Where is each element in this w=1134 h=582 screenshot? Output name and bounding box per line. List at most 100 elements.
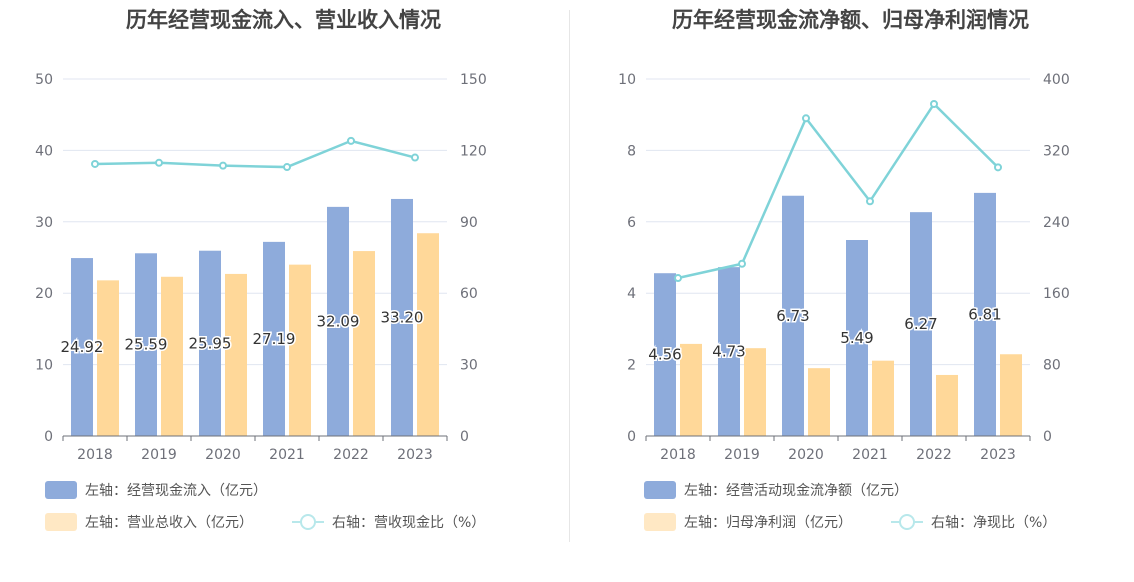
right-ratio-point-2021 [866,197,874,206]
left-legend-swatch-cash-inflow [45,481,77,499]
right-y-left-tick-label: 8 [627,143,636,159]
left-y-left-tick-label: 0 [44,429,53,445]
right-data-label-2020: 6.73 [776,307,809,325]
left-ratio-point-2019 [155,158,163,167]
right-y-right-tick-label: 0 [1043,429,1052,445]
left-y-right-tick-label: 150 [460,72,487,88]
left-bar-2018-primary [71,258,93,436]
right-legend-item-net-profit[interactable]: 左轴：归母净利润（亿元） [644,512,852,532]
left-x-tick-label: 2022 [333,447,369,463]
left-bar-2019-primary [135,253,157,436]
right-data-label-2019: 4.73 [712,343,745,361]
left-chart-panel: 历年经营现金流入、营业收入情况 0 0 10 30 20 60 30 90 40 120 50 150… [35,8,487,532]
left-ratio-point-2020 [219,161,227,170]
right-legend-label-net-profit: 左轴：归母净利润（亿元） [684,515,852,531]
left-x-tick-label: 2019 [141,447,177,463]
left-legend-label-cash-inflow: 左轴：经营现金流入（亿元） [85,483,267,499]
left-chart-plot: 0 0 10 30 20 60 30 90 40 120 50 150 2018 2019 2020 2021… [35,72,487,463]
left-bar-2021-primary [263,241,285,436]
left-legend-item-ratio[interactable]: 右轴：营收现金比（%） [292,512,485,532]
right-bar-2023-primary [974,192,996,436]
right-legend-item-net-cash-flow[interactable]: 左轴：经营活动现金流净额（亿元） [644,480,908,500]
left-y-right-tick-label: 30 [460,358,478,374]
right-ratio-point-2020 [802,114,810,123]
right-bar-2018-secondary [680,343,702,436]
left-legend-label-revenue: 左轴：营业总收入（亿元） [85,515,253,531]
panel-divider [569,10,570,542]
left-x-tick-label: 2021 [269,447,305,463]
right-x-tick-label: 2022 [916,447,952,463]
left-x-tick-label: 2023 [397,447,433,463]
right-ratio-point-2019 [738,259,746,268]
right-x-tick-label: 2019 [724,447,760,463]
left-data-label-2022: 32.09 [317,312,360,330]
right-bar-2020-secondary [808,368,830,436]
right-x-tick-label: 2018 [660,447,696,463]
left-bar-2022-secondary [353,251,375,436]
left-y-left-tick-label: 40 [35,143,53,159]
left-legend-swatch-revenue [45,513,77,531]
left-y-left-tick-label: 10 [35,358,53,374]
right-chart-panel: 历年经营现金流净额、归母净利润情况 0 0 2 80 4 160 6 240 8 320 10 400… [567,0,1134,582]
left-legend-item-revenue[interactable]: 左轴：营业总收入（亿元） [45,512,253,532]
right-ratio-line [677,102,999,280]
right-x-tick-label: 2023 [980,447,1016,463]
left-bar-2020-secondary [225,273,247,436]
left-data-label-2023: 33.20 [381,308,424,326]
left-bar-2023-secondary [417,233,439,436]
right-y-left-tick-label: 4 [627,286,636,302]
left-chart-title: 历年经营现金流入、营业收入情况 [126,8,441,32]
left-bar-2023-primary [391,198,413,436]
left-ratio-point-2022 [347,136,355,145]
left-bar-2018-secondary [97,280,119,436]
right-y-left-tick-label: 0 [627,429,636,445]
right-bar-2022-secondary [936,374,958,436]
left-data-label-2019: 25.59 [125,336,168,354]
left-bar-2020-primary [199,250,221,436]
left-ratio-line [94,139,416,169]
right-bar-2019-secondary [744,348,766,436]
left-bar-2019-secondary [161,276,183,436]
right-y-left-tick-label: 2 [627,358,636,374]
left-ratio-point-2018 [91,159,99,168]
left-y-left-tick-label: 50 [35,72,53,88]
right-bar-2023-secondary [1000,354,1022,436]
left-y-right-tick-label: 60 [460,286,478,302]
left-legend-item-cash-inflow[interactable]: 左轴：经营现金流入（亿元） [45,480,267,500]
right-bar-2021-secondary [872,360,894,436]
left-x-tick-label: 2018 [77,447,113,463]
left-y-right-tick-label: 90 [460,215,478,231]
right-x-tick-label: 2020 [788,447,824,463]
right-data-label-2022: 6.27 [904,315,937,333]
right-y-right-tick-label: 320 [1043,143,1070,159]
right-x-tick-label: 2021 [852,447,888,463]
right-legend-swatch-net-cash-flow [644,481,676,499]
right-legend-line-icon [891,512,923,532]
right-data-label-2023: 6.81 [968,305,1001,323]
right-data-label-2021: 5.49 [840,329,873,347]
right-y-right-tick-label: 160 [1043,286,1070,302]
right-bar-2018-primary [654,273,676,436]
right-chart-plot: 0 0 2 80 4 160 6 240 8 320 10 400 2018 2019 2020 2021 20… [618,72,1070,463]
right-ratio-point-2022 [930,99,938,108]
left-y-right-tick-label: 0 [460,429,469,445]
right-y-left-tick-label: 10 [618,72,636,88]
left-x-tick-label: 2020 [205,447,241,463]
right-legend-item-ratio[interactable]: 右轴：净现比（%） [891,512,1056,532]
left-legend-line-icon [292,512,324,532]
right-ratio-point-2023 [994,163,1002,172]
left-ratio-point-2021 [283,163,291,172]
left-legend-label-ratio: 右轴：营收现金比（%） [332,515,486,531]
right-y-right-tick-label: 400 [1043,72,1070,88]
left-bar-2022-primary [327,206,349,436]
right-bar-2020-primary [782,195,804,436]
right-y-right-tick-label: 240 [1043,215,1070,231]
right-chart-title: 历年经营现金流净额、归母净利润情况 [672,8,1029,32]
right-legend-label-net-cash-flow: 左轴：经营活动现金流净额（亿元） [684,483,908,499]
right-data-label-2018: 4.56 [648,346,681,364]
left-data-label-2018: 24.92 [61,338,104,356]
left-ratio-point-2023 [411,153,419,162]
right-legend-label-ratio: 右轴：净现比（%） [931,515,1057,531]
left-data-label-2020: 25.95 [189,334,232,352]
left-data-label-2021: 27.19 [253,330,296,348]
